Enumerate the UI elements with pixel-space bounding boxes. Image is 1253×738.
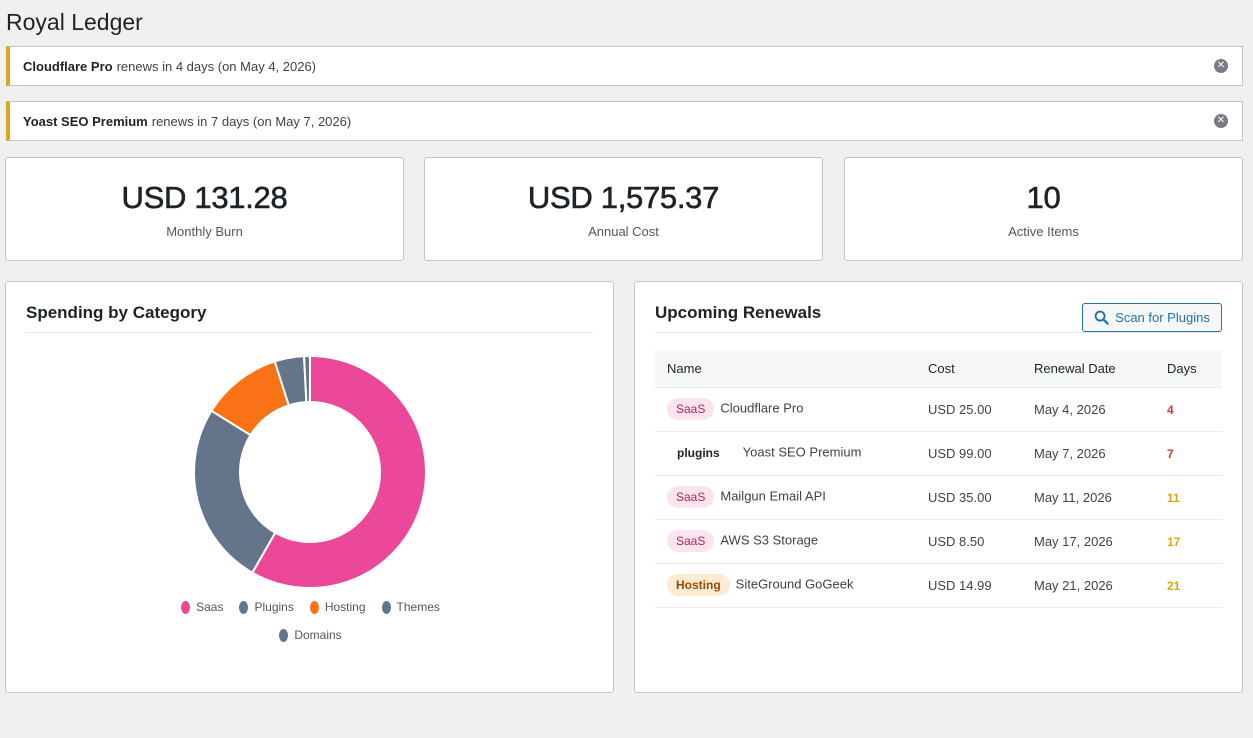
cell-renewal-date: May 7, 2026 xyxy=(1022,431,1155,476)
stat-card-annual-cost: USD 1,575.37 Annual Cost xyxy=(424,157,823,261)
item-name: Yoast SEO Premium xyxy=(742,444,862,460)
chart-legend-row-2: Domains xyxy=(6,628,615,642)
donut-slice-plugins[interactable] xyxy=(193,409,277,575)
panel-title: Upcoming Renewals xyxy=(655,303,822,322)
legend-label: Plugins xyxy=(254,600,294,614)
table-header-row: Name Cost Renewal Date Days xyxy=(655,350,1222,388)
stat-label: Annual Cost xyxy=(588,224,659,239)
item-name: Mailgun Email API xyxy=(720,488,826,504)
category-badge: SaaS xyxy=(667,398,715,420)
legend-swatch xyxy=(309,600,319,614)
legend-swatch xyxy=(279,628,289,642)
divider xyxy=(655,332,1222,333)
table-row[interactable]: SaaS AWS S3 Storage USD 8.50 May 17, 2026 17 xyxy=(655,519,1222,564)
renewal-notice: Cloudflare Pro renews in 4 days (on May … xyxy=(6,46,1243,86)
stat-value: 10 xyxy=(1026,180,1061,216)
notice-text: renews in 4 days (on May 4, 2026) xyxy=(116,58,317,74)
scan-for-plugins-button[interactable]: Scan for Plugins xyxy=(1082,303,1222,332)
cell-name: plugins Yoast SEO Premium xyxy=(655,431,916,476)
item-name: AWS S3 Storage xyxy=(720,532,819,548)
days-remaining: 4 xyxy=(1167,402,1174,417)
days-remaining: 7 xyxy=(1167,446,1174,461)
cell-cost: USD 35.00 xyxy=(916,475,1022,520)
search-icon xyxy=(1094,310,1109,325)
cell-days: 7 xyxy=(1155,431,1222,476)
cell-renewal-date: May 11, 2026 xyxy=(1022,475,1155,520)
stat-label: Active Items xyxy=(1008,224,1079,239)
scan-button-label: Scan for Plugins xyxy=(1115,310,1210,325)
renewals-table: Name Cost Renewal Date Days SaaS Cloudfla… xyxy=(655,350,1222,608)
cell-days: 11 xyxy=(1155,475,1222,520)
table-row[interactable]: plugins Yoast SEO Premium USD 99.00 May 7, … xyxy=(655,431,1222,476)
cell-cost: USD 25.00 xyxy=(916,387,1022,432)
stat-label: Monthly Burn xyxy=(166,224,243,239)
legend-label: Domains xyxy=(294,628,342,642)
legend-swatch xyxy=(381,600,391,614)
page-title: Royal Ledger xyxy=(6,9,143,35)
donut-slice-saas[interactable] xyxy=(250,354,427,589)
legend-label: Saas xyxy=(196,600,224,614)
category-badge: SaaS xyxy=(667,530,715,552)
cell-renewal-date: May 21, 2026 xyxy=(1022,563,1155,608)
legend-label: Themes xyxy=(396,600,440,614)
table-row[interactable]: SaaS Cloudflare Pro USD 25.00 May 4, 2026 4 xyxy=(655,387,1222,432)
column-header-days[interactable]: Days xyxy=(1155,350,1222,388)
close-circle-icon[interactable]: ✕ xyxy=(1214,59,1228,73)
legend-item-saas[interactable]: Saas xyxy=(181,600,223,614)
cell-cost: USD 8.50 xyxy=(916,519,1022,564)
notice-text: renews in 7 days (on May 7, 2026) xyxy=(151,113,352,129)
cell-name: SaaS Mailgun Email API xyxy=(655,475,916,520)
cell-days: 17 xyxy=(1155,519,1222,564)
category-badge: SaaS xyxy=(667,486,715,508)
spending-panel: Spending by Category Saas Plugins Hostin… xyxy=(5,281,614,693)
legend-item-plugins[interactable]: Plugins xyxy=(239,600,294,614)
cell-renewal-date: May 4, 2026 xyxy=(1022,387,1155,432)
chart-legend: Saas Plugins Hosting Themes xyxy=(6,600,615,614)
table-row[interactable]: SaaS Mailgun Email API USD 35.00 May 11, 20… xyxy=(655,475,1222,520)
notice-item-name: Yoast SEO Premium xyxy=(23,113,148,129)
stat-value: USD 1,575.37 xyxy=(527,180,720,216)
cell-name: SaaS AWS S3 Storage xyxy=(655,519,916,564)
renewals-panel: Upcoming Renewals Scan for Plugins Name … xyxy=(634,281,1243,693)
item-name: Cloudflare Pro xyxy=(720,400,804,416)
cell-cost: USD 99.00 xyxy=(916,431,1022,476)
cell-renewal-date: May 17, 2026 xyxy=(1022,519,1155,564)
table-row[interactable]: Hosting SiteGround GoGeek USD 14.99 May 21,… xyxy=(655,563,1222,608)
column-header-name[interactable]: Name xyxy=(655,350,916,388)
cell-cost: USD 14.99 xyxy=(916,563,1022,608)
legend-item-domains[interactable]: Domains xyxy=(279,628,342,642)
donut-slice-domains[interactable] xyxy=(302,354,311,404)
donut-chart xyxy=(193,354,427,589)
column-header-cost[interactable]: Cost xyxy=(916,350,1022,388)
cell-name: SaaS Cloudflare Pro xyxy=(655,387,916,432)
days-remaining: 11 xyxy=(1167,490,1180,505)
cell-days: 4 xyxy=(1155,387,1222,432)
stat-value: USD 131.28 xyxy=(121,180,288,216)
legend-swatch xyxy=(181,600,191,614)
legend-swatch xyxy=(239,600,249,614)
legend-item-hosting[interactable]: Hosting xyxy=(309,600,366,614)
column-header-renewal-date[interactable]: Renewal Date xyxy=(1022,350,1155,388)
item-name: SiteGround GoGeek xyxy=(735,576,854,592)
cell-days: 21 xyxy=(1155,563,1222,608)
stat-card-monthly-burn: USD 131.28 Monthly Burn xyxy=(5,157,404,261)
legend-item-themes[interactable]: Themes xyxy=(381,600,440,614)
days-remaining: 17 xyxy=(1167,534,1181,549)
category-badge: plugins xyxy=(677,446,720,460)
close-circle-icon[interactable]: ✕ xyxy=(1214,114,1228,128)
legend-label: Hosting xyxy=(324,600,366,614)
cell-name: Hosting SiteGround GoGeek xyxy=(655,563,916,608)
panel-title: Spending by Category xyxy=(26,303,207,322)
category-badge: Hosting xyxy=(667,574,730,596)
renewal-notice: Yoast SEO Premium renews in 7 days (on M… xyxy=(6,101,1243,141)
notice-item-name: Cloudflare Pro xyxy=(23,58,113,74)
divider xyxy=(26,332,593,333)
days-remaining: 21 xyxy=(1167,578,1181,593)
stat-card-active-items: 10 Active Items xyxy=(844,157,1243,261)
